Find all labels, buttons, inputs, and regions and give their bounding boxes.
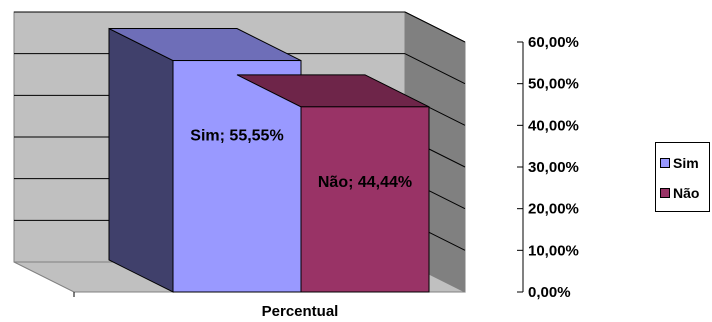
legend-label-sim: Sim <box>673 155 699 171</box>
y-tick-label: 40,00% <box>528 117 579 134</box>
gridline-side <box>404 53 466 85</box>
bar-side-sim <box>108 27 174 293</box>
y-tick-label: 10,00% <box>528 242 579 259</box>
y-tick-label: 20,00% <box>528 201 579 218</box>
legend: Sim Não <box>655 142 710 212</box>
legend-label-nao: Não <box>673 185 700 201</box>
data-label-sim: Sim; 55,55% <box>190 128 283 145</box>
legend-swatch-nao <box>660 188 670 198</box>
bar-nao <box>300 106 430 293</box>
y-tick-label: 0,00% <box>528 284 571 301</box>
legend-swatch-sim <box>660 158 670 168</box>
y-tick-label: 60,00% <box>528 34 579 51</box>
x-category-label: Percentual <box>262 303 339 320</box>
gridline-side <box>404 11 466 43</box>
data-label-nao: Não; 44,44% <box>318 174 412 191</box>
y-axis: 0,00% 10,00% 20,00% 30,00% 40,00% 50,00% 60,00… <box>73 34 579 301</box>
legend-item-sim: Sim <box>660 156 699 170</box>
bars: Sim; 55,55% Não; 44,44% <box>108 27 430 293</box>
bar-sim <box>172 60 302 293</box>
legend-item-nao: Não <box>660 186 699 200</box>
y-tick-label: 30,00% <box>528 159 579 176</box>
y-tick-label: 50,00% <box>528 76 579 93</box>
